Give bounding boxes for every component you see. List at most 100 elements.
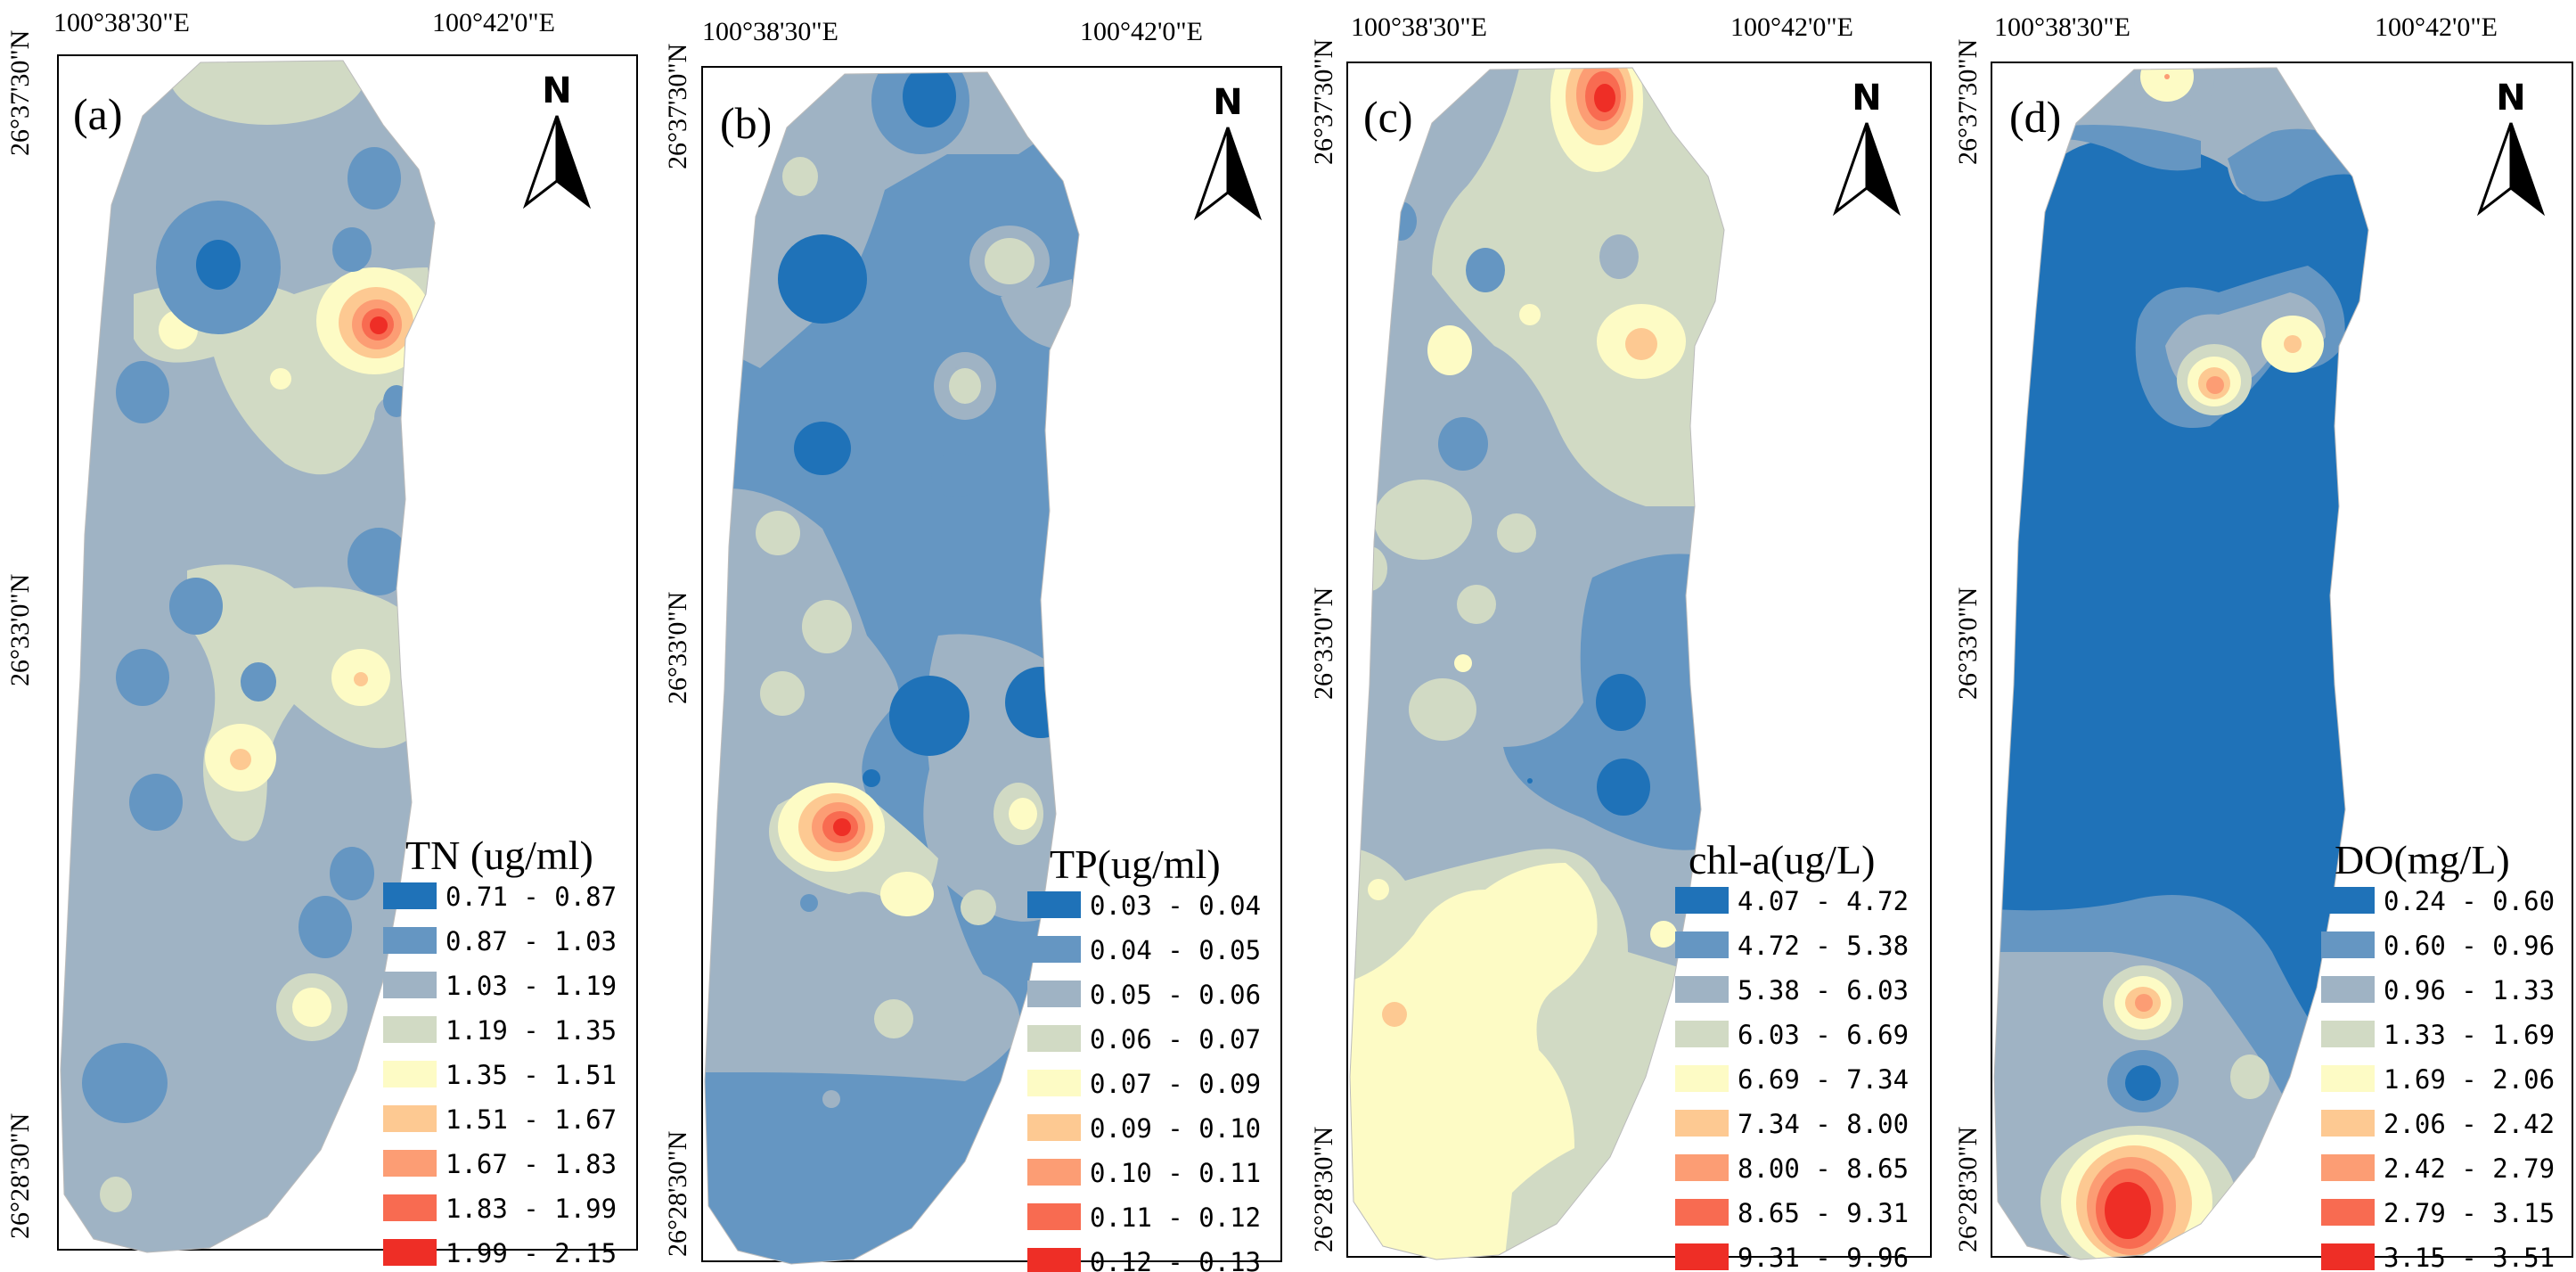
legend-swatch bbox=[383, 1105, 437, 1132]
svg-text:1.19 - 1.35: 1.19 - 1.35 bbox=[446, 1015, 617, 1046]
legend-swatch bbox=[2321, 1199, 2375, 1226]
legend-item: 4.07 - 4.72 bbox=[1675, 886, 1909, 916]
coordinate-label-lat-2: 26°33'0"N bbox=[1309, 587, 1338, 700]
legend-swatch bbox=[1675, 887, 1729, 914]
legend-swatch bbox=[383, 1239, 437, 1266]
legend: TP(ug/ml) 0.03 - 0.04 0.04 - 0.05 0.05 -… bbox=[1027, 841, 1261, 1272]
legend-item: 1.83 - 1.99 bbox=[383, 1194, 617, 1224]
legend-swatch bbox=[1675, 1110, 1729, 1137]
legend-swatch bbox=[1675, 931, 1729, 958]
north-arrow-icon: N bbox=[522, 70, 592, 209]
legend-swatch bbox=[2321, 1065, 2375, 1092]
svg-text:1.51 - 1.67: 1.51 - 1.67 bbox=[446, 1104, 617, 1135]
legend-item: 1.19 - 1.35 bbox=[383, 1015, 617, 1046]
legend-title: DO(mg/L) bbox=[2335, 837, 2510, 882]
svg-text:0.09 - 0.10: 0.09 - 0.10 bbox=[1090, 1113, 1261, 1144]
coordinate-label-lat-2: 26°33'0"N bbox=[663, 592, 692, 704]
north-arrow-icon: N bbox=[1193, 82, 1263, 221]
legend-swatch bbox=[2321, 976, 2375, 1003]
legend-item: 1.67 - 1.83 bbox=[383, 1149, 617, 1179]
svg-text:0.87 - 1.03: 0.87 - 1.03 bbox=[446, 926, 617, 956]
svg-text:0.06 - 0.07: 0.06 - 0.07 bbox=[1090, 1024, 1261, 1055]
legend-item: 6.03 - 6.69 bbox=[1675, 1020, 1909, 1050]
north-arrow-icon: N bbox=[2476, 78, 2546, 217]
legend-item: 6.69 - 7.34 bbox=[1675, 1064, 1909, 1095]
legend-item: 0.03 - 0.04 bbox=[1027, 890, 1261, 921]
legend-swatch bbox=[2321, 887, 2375, 914]
svg-text:0.24 - 0.60: 0.24 - 0.60 bbox=[2384, 886, 2555, 916]
legend-swatch bbox=[383, 1016, 437, 1043]
map-frame bbox=[1346, 62, 1932, 1258]
legend-swatch bbox=[383, 882, 437, 909]
legend-item: 0.09 - 0.10 bbox=[1027, 1113, 1261, 1144]
coordinate-label-lat-2: 26°33'0"N bbox=[5, 574, 35, 686]
legend-swatch bbox=[1027, 1070, 1081, 1096]
legend-swatch bbox=[1675, 1243, 1729, 1270]
coordinate-label-lat-3: 26°28'30"N bbox=[1309, 1127, 1338, 1252]
coordinate-label-lat-3: 26°28'30"N bbox=[1953, 1127, 1983, 1252]
legend-item: 1.99 - 2.15 bbox=[383, 1238, 617, 1268]
svg-text:0.05 - 0.06: 0.05 - 0.06 bbox=[1090, 980, 1261, 1010]
coordinate-label-lon-1: 100°38'30"E bbox=[702, 17, 838, 46]
legend-item: 0.07 - 0.09 bbox=[1027, 1069, 1261, 1099]
legend-swatch bbox=[383, 972, 437, 998]
north-arrow-icon: N bbox=[1832, 78, 1901, 217]
svg-text:0.71 - 0.87: 0.71 - 0.87 bbox=[446, 882, 617, 912]
legend-swatch bbox=[1027, 891, 1081, 918]
svg-text:0.07 - 0.09: 0.07 - 0.09 bbox=[1090, 1069, 1261, 1099]
svg-text:N: N bbox=[1852, 78, 1881, 119]
legend-item: 2.42 - 2.79 bbox=[2321, 1153, 2555, 1184]
legend-item: 0.05 - 0.06 bbox=[1027, 980, 1261, 1010]
legend-swatch bbox=[1675, 1199, 1729, 1226]
legend-item: 7.34 - 8.00 bbox=[1675, 1109, 1909, 1139]
legend-swatch bbox=[1027, 1159, 1081, 1186]
svg-text:2.06 - 2.42: 2.06 - 2.42 bbox=[2384, 1109, 2555, 1139]
svg-text:0.96 - 1.33: 0.96 - 1.33 bbox=[2384, 975, 2555, 1005]
legend-item: 0.71 - 0.87 bbox=[383, 882, 617, 912]
svg-text:4.07 - 4.72: 4.07 - 4.72 bbox=[1738, 886, 1909, 916]
legend-item: 8.65 - 9.31 bbox=[1675, 1198, 1909, 1228]
svg-text:1.83 - 1.99: 1.83 - 1.99 bbox=[446, 1194, 617, 1224]
legend-title: TP(ug/ml) bbox=[1050, 841, 1221, 887]
coordinate-label-lon-2: 100°42'0"E bbox=[432, 8, 555, 37]
svg-text:9.31 - 9.96: 9.31 - 9.96 bbox=[1738, 1243, 1909, 1272]
legend-swatch bbox=[1027, 1203, 1081, 1230]
legend-swatch bbox=[2321, 1243, 2375, 1270]
legend-swatch bbox=[383, 1194, 437, 1221]
legend: chl-a(ug/L) 4.07 - 4.72 4.72 - 5.38 5.38… bbox=[1675, 837, 1909, 1272]
map-frame bbox=[1991, 62, 2573, 1258]
panel-label: (d) bbox=[2009, 92, 2061, 142]
legend-item: 0.11 - 0.12 bbox=[1027, 1202, 1261, 1233]
legend-swatch bbox=[1675, 1021, 1729, 1047]
panel-label: (c) bbox=[1363, 92, 1413, 142]
legend-item: 0.96 - 1.33 bbox=[2321, 975, 2555, 1005]
svg-text:N: N bbox=[1213, 82, 1242, 123]
legend-swatch bbox=[1027, 936, 1081, 963]
svg-text:N: N bbox=[2496, 78, 2525, 119]
legend-item: 1.35 - 1.51 bbox=[383, 1060, 617, 1090]
svg-text:1.67 - 1.83: 1.67 - 1.83 bbox=[446, 1149, 617, 1179]
legend-swatch bbox=[383, 1150, 437, 1177]
svg-text:1.33 - 1.69: 1.33 - 1.69 bbox=[2384, 1020, 2555, 1050]
svg-text:6.69 - 7.34: 6.69 - 7.34 bbox=[1738, 1064, 1909, 1095]
legend-item: 9.31 - 9.96 bbox=[1675, 1243, 1909, 1272]
legend-item: 1.51 - 1.67 bbox=[383, 1104, 617, 1135]
lake-map bbox=[704, 71, 1080, 1265]
legend-swatch bbox=[2321, 1154, 2375, 1181]
legend-swatch bbox=[1675, 1154, 1729, 1181]
legend-swatch bbox=[383, 1061, 437, 1087]
svg-text:3.15 - 3.51: 3.15 - 3.51 bbox=[2384, 1243, 2555, 1272]
legend-item: 0.06 - 0.07 bbox=[1027, 1024, 1261, 1055]
lake-map bbox=[1993, 67, 2369, 1260]
legend-swatch bbox=[1027, 1025, 1081, 1052]
panel-a: 100°38'30"E 100°42'0"E 26°37'30"N 26°33'… bbox=[5, 8, 638, 1268]
map-frame bbox=[57, 54, 638, 1251]
panel-label: (b) bbox=[720, 98, 772, 148]
svg-text:8.65 - 9.31: 8.65 - 9.31 bbox=[1738, 1198, 1909, 1228]
coordinate-label-lon-1: 100°38'30"E bbox=[1994, 12, 2130, 42]
legend-swatch bbox=[2321, 1021, 2375, 1047]
legend-item: 2.79 - 3.15 bbox=[2321, 1198, 2555, 1228]
svg-text:0.10 - 0.11: 0.10 - 0.11 bbox=[1090, 1158, 1261, 1188]
svg-text:5.38 - 6.03: 5.38 - 6.03 bbox=[1738, 975, 1909, 1005]
